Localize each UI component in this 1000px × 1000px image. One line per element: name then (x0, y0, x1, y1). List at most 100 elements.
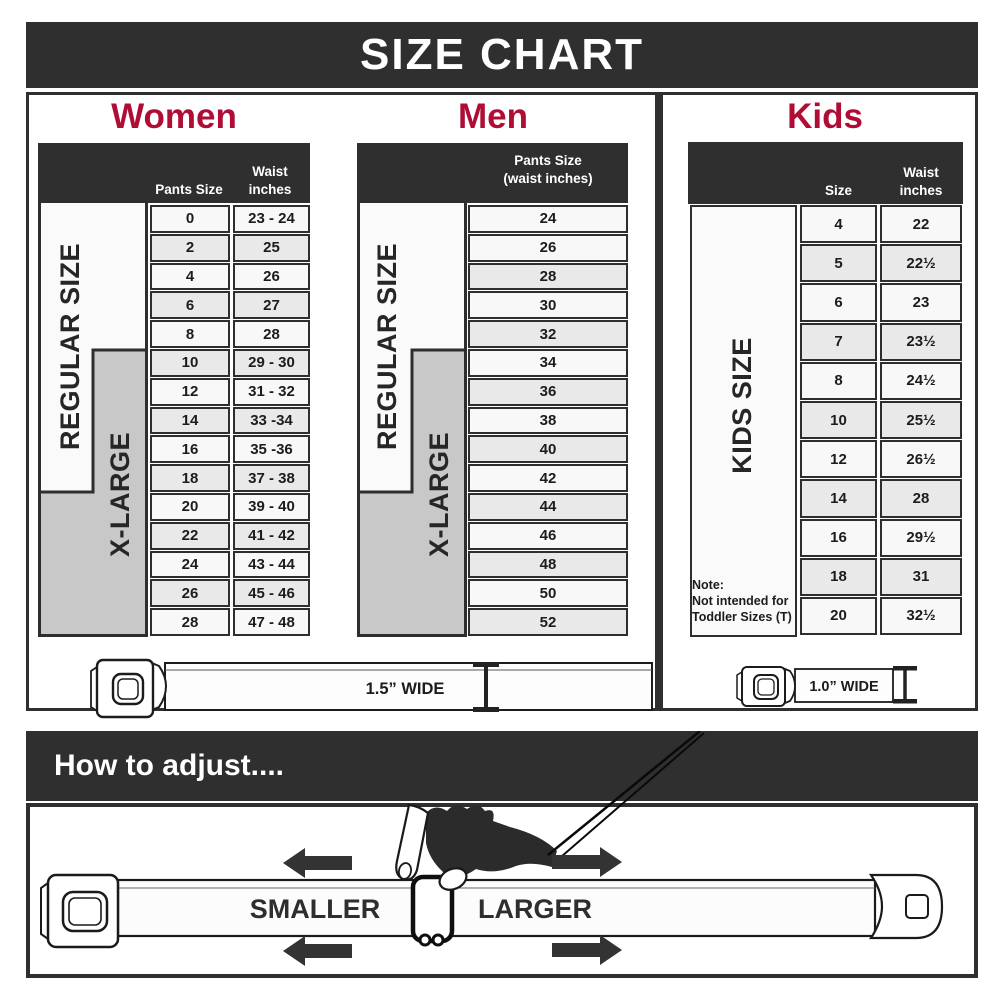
table-cell: 33 -34 (233, 406, 310, 435)
kids-table-header (688, 142, 963, 204)
table-cell: 43 - 44 (233, 550, 310, 579)
table-cell: 34 (468, 348, 628, 377)
table-cell: 28 (233, 320, 310, 348)
table-cell: 2 (150, 233, 230, 262)
women-pants-size-column: 0 2 4 6 8 10 12 14 16 18 20 22 24 26 28 (150, 205, 230, 636)
table-cell: 14 (800, 479, 877, 518)
kids-title: Kids (787, 97, 863, 136)
table-cell: 20 (150, 492, 230, 521)
table-cell: 27 (233, 291, 310, 320)
table-cell: 29½ (880, 518, 962, 557)
kids-waist-column: 22 22½ 23 23½ 24½ 25½ 26½ 28 29½ 31 32½ (880, 205, 962, 636)
table-cell: 24½ (880, 361, 962, 400)
table-cell: 29 - 30 (233, 348, 310, 377)
table-cell: 10 (150, 348, 230, 377)
men-size-band-shapes (357, 200, 467, 637)
men-title: Men (458, 97, 528, 136)
table-cell: 44 (468, 492, 628, 521)
table-cell: 25½ (880, 400, 962, 440)
women-title: Women (111, 97, 237, 136)
women-waist-header: Waist inches (248, 164, 292, 197)
table-cell: 39 - 40 (233, 492, 310, 521)
table-cell: 10 (800, 400, 877, 440)
table-cell: 22 (150, 521, 230, 550)
table-cell: 4 (150, 262, 230, 291)
table-cell: 32 (468, 320, 628, 348)
kids-size-header: Size (824, 183, 852, 198)
kids-waist-header: Waist inches (899, 165, 943, 198)
table-cell: 16 (150, 435, 230, 464)
table-cell: 42 (468, 464, 628, 492)
men-table-header (357, 143, 628, 203)
table-cell: 31 - 32 (233, 377, 310, 406)
table-cell: 45 - 46 (233, 579, 310, 608)
how-to-adjust-title: How to adjust.... (54, 749, 284, 782)
table-cell: 30 (468, 291, 628, 320)
table-cell: 18 (800, 557, 877, 596)
men-pants-size-header: Pants Size (waist inches) (503, 153, 593, 186)
women-waist-column: 23 - 24 25 26 27 28 29 - 30 31 - 32 33 -34 35 -3… (233, 205, 310, 636)
table-cell: 0 (150, 205, 230, 233)
kids-size-band (690, 205, 797, 637)
table-cell: 16 (800, 518, 877, 557)
women-table-header (38, 143, 310, 203)
table-cell: 26 (150, 579, 230, 608)
men-size-column: 24 26 28 30 32 34 36 38 40 42 44 46 48 50 52 (468, 205, 628, 636)
table-cell: 32½ (880, 596, 962, 636)
table-cell: 12 (150, 377, 230, 406)
table-cell: 28 (150, 608, 230, 636)
table-cell: 6 (150, 291, 230, 320)
women-xlarge-label: X-LARGE (104, 431, 135, 557)
table-cell: 38 (468, 406, 628, 435)
men-xlarge-label: X-LARGE (423, 431, 454, 557)
table-cell: 47 - 48 (233, 608, 310, 636)
table-cell: 52 (468, 608, 628, 636)
table-cell: 22½ (880, 244, 962, 283)
table-cell: 24 (150, 550, 230, 579)
kids-size-column: 4 5 6 7 8 10 12 14 16 18 20 (800, 205, 877, 636)
women-xlarge-band (38, 348, 148, 637)
table-cell: 28 (880, 479, 962, 518)
table-cell: 22 (880, 205, 962, 244)
how-to-adjust-band: How to adjust.... (26, 731, 978, 801)
table-cell: 8 (150, 320, 230, 348)
women-pants-size-header: Pants Size (155, 182, 223, 197)
table-cell: 25 (233, 233, 310, 262)
table-cell: 12 (800, 440, 877, 479)
table-cell: 31 (880, 557, 962, 596)
table-cell: 5 (800, 244, 877, 283)
table-cell: 4 (800, 205, 877, 244)
table-cell: 23 (880, 283, 962, 322)
how-to-adjust-panel (26, 803, 978, 978)
women-size-band-shapes (38, 200, 148, 637)
table-cell: 46 (468, 521, 628, 550)
table-cell: 23½ (880, 322, 962, 361)
table-cell: 8 (800, 361, 877, 400)
table-cell: 23 - 24 (233, 205, 310, 233)
table-cell: 20 (800, 596, 877, 636)
men-regular-size-label: REGULAR SIZE (371, 242, 402, 450)
table-cell: 26 (468, 233, 628, 262)
table-cell: 35 -36 (233, 435, 310, 464)
table-cell: 36 (468, 377, 628, 406)
kids-toddler-note: Note: Not intended for Toddler Sizes (T) (692, 578, 792, 624)
table-cell: 26 (233, 262, 310, 291)
size-chart-banner: SIZE CHART (26, 22, 978, 88)
table-cell: 7 (800, 322, 877, 361)
table-cell: 18 (150, 464, 230, 492)
table-cell: 14 (150, 406, 230, 435)
table-cell: 6 (800, 283, 877, 322)
kids-size-label: KIDS SIZE (726, 336, 757, 474)
table-cell: 28 (468, 262, 628, 291)
table-cell: 37 - 38 (233, 464, 310, 492)
panel-divider (655, 92, 663, 711)
table-cell: 41 - 42 (233, 521, 310, 550)
table-cell: 26½ (880, 440, 962, 479)
table-cell: 40 (468, 435, 628, 464)
table-cell: 48 (468, 550, 628, 579)
men-xlarge-band (357, 348, 467, 637)
table-cell: 50 (468, 579, 628, 608)
table-cell: 24 (468, 205, 628, 233)
page-title: SIZE CHART (360, 30, 644, 79)
